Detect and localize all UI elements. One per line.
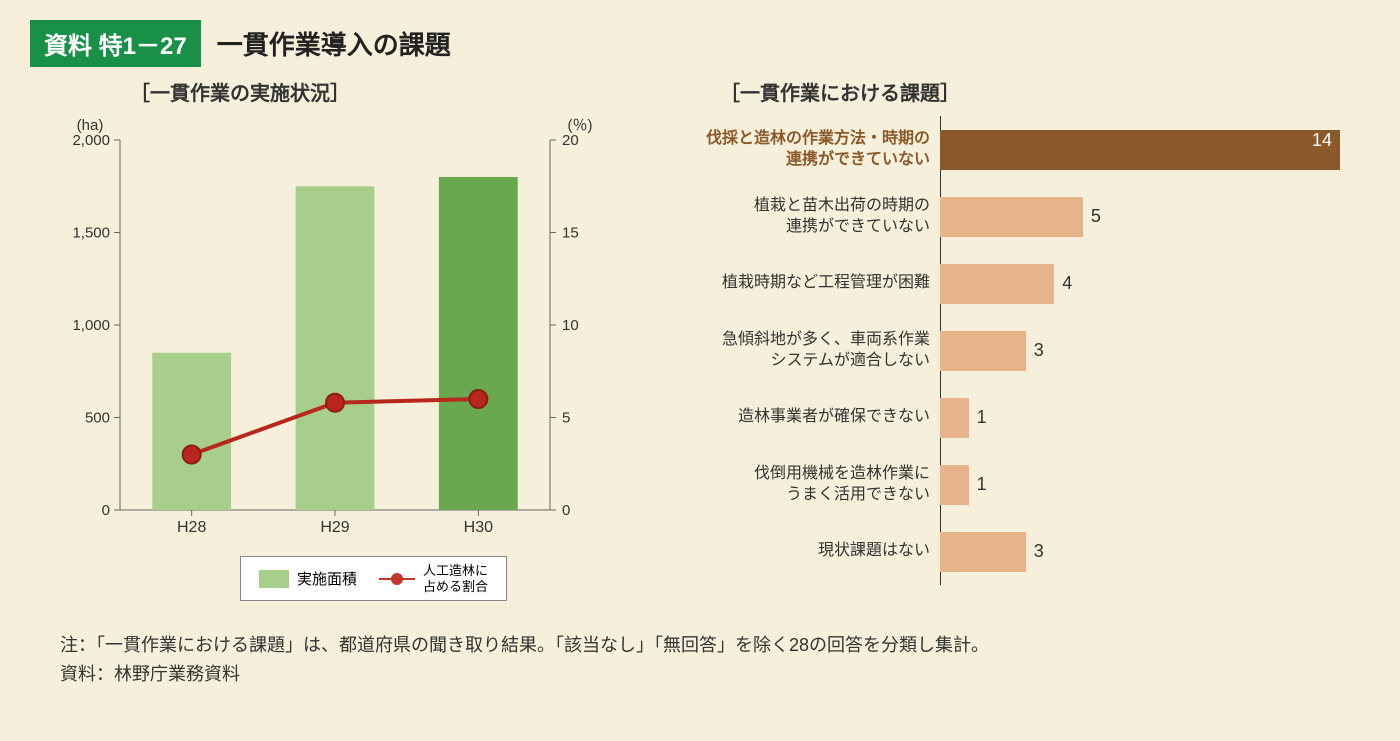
hbar-label: 現状課題はない <box>680 541 940 562</box>
hbar-value: 1 <box>977 474 987 495</box>
hbar-label: 急傾斜地が多く、車両系作業システムが適合しない <box>680 330 940 372</box>
svg-text:H28: H28 <box>177 519 206 536</box>
svg-text:0: 0 <box>102 502 110 519</box>
hbar-value: 3 <box>1034 340 1044 361</box>
hbar-subtitle: ［一貫作業における課題］ <box>720 77 1370 106</box>
hbar-label: 植栽時期など工程管理が困難 <box>680 273 940 294</box>
hbar-fill: 14 <box>940 130 1340 170</box>
hbar-value: 5 <box>1091 206 1101 227</box>
hbar-track: 1 <box>940 398 987 438</box>
hbar-list: 伐採と造林の作業方法・時期の連携ができていない14植栽と苗木出荷の時期の連携がで… <box>680 116 1370 585</box>
hbar-value: 4 <box>1062 273 1072 294</box>
svg-text:1,000: 1,000 <box>72 317 110 334</box>
hbar-track: 5 <box>940 197 1101 237</box>
hbar-fill <box>940 197 1083 237</box>
hbar-chart: ［一貫作業における課題］ 伐採と造林の作業方法・時期の連携ができていない14植栽… <box>680 77 1370 601</box>
badge: 資料 特1－27 <box>30 20 201 67</box>
svg-text:H29: H29 <box>320 519 349 536</box>
hbar-value: 1 <box>977 407 987 428</box>
svg-text:5: 5 <box>562 410 570 427</box>
hbar-track: 3 <box>940 532 1044 572</box>
hbar-fill <box>940 398 969 438</box>
hbar-label: 伐採と造林の作業方法・時期の連携ができていない <box>680 129 940 171</box>
hbar-row: 植栽時期など工程管理が困難 4 <box>680 250 1370 317</box>
hbar-track: 3 <box>940 331 1044 371</box>
svg-text:2,000: 2,000 <box>72 132 110 149</box>
hbar-fill <box>940 264 1054 304</box>
svg-text:0: 0 <box>562 502 570 519</box>
combo-chart: ［一貫作業の実施状況］ (ha)(％)05001,0001,5002,00005… <box>30 77 650 601</box>
hbar-row: 急傾斜地が多く、車両系作業システムが適合しない 3 <box>680 317 1370 384</box>
hbar-row: 伐倒用機械を造林作業にうまく活用できない 1 <box>680 451 1370 518</box>
hbar-value: 14 <box>1312 130 1332 151</box>
combo-legend: 実施面積 人工造林に 占める割合 <box>240 556 507 601</box>
hbar-row: 伐採と造林の作業方法・時期の連携ができていない 14 <box>680 116 1370 183</box>
combo-svg: (ha)(％)05001,0001,5002,00005101520H28H29… <box>30 110 630 550</box>
hbar-label: 造林事業者が確保できない <box>680 407 940 428</box>
legend-swatch-bar <box>259 570 289 588</box>
hbar-value: 3 <box>1034 541 1044 562</box>
source-text: 資料：林野庁業務資料 <box>60 660 1370 689</box>
legend-bar-label: 実施面積 <box>297 568 357 589</box>
svg-text:500: 500 <box>85 410 110 427</box>
note-text: 注：「一貫作業における課題」は、都道府県の聞き取り結果。「該当なし」「無回答」を… <box>60 631 1370 660</box>
hbar-row: 造林事業者が確保できない 1 <box>680 384 1370 451</box>
hbar-fill <box>940 331 1026 371</box>
svg-text:15: 15 <box>562 225 579 242</box>
svg-text:20: 20 <box>562 132 579 149</box>
hbar-track: 1 <box>940 465 987 505</box>
hbar-row: 現状課題はない 3 <box>680 518 1370 585</box>
hbar-row: 植栽と苗木出荷の時期の連携ができていない 5 <box>680 183 1370 250</box>
hbar-label: 伐倒用機械を造林作業にうまく活用できない <box>680 464 940 506</box>
svg-text:1,500: 1,500 <box>72 225 110 242</box>
hbar-label: 植栽と苗木出荷の時期の連携ができていない <box>680 196 940 238</box>
hbar-fill <box>940 532 1026 572</box>
hbar-track: 14 <box>940 130 1340 170</box>
hbar-track: 4 <box>940 264 1072 304</box>
legend-swatch-line <box>379 578 415 580</box>
page-title: 一貫作業導入の課題 <box>217 25 451 62</box>
legend-line-label: 人工造林に 占める割合 <box>423 563 488 594</box>
hbar-fill <box>940 465 969 505</box>
combo-subtitle: ［一貫作業の実施状況］ <box>130 77 650 106</box>
svg-text:10: 10 <box>562 317 579 334</box>
svg-text:H30: H30 <box>464 519 493 536</box>
